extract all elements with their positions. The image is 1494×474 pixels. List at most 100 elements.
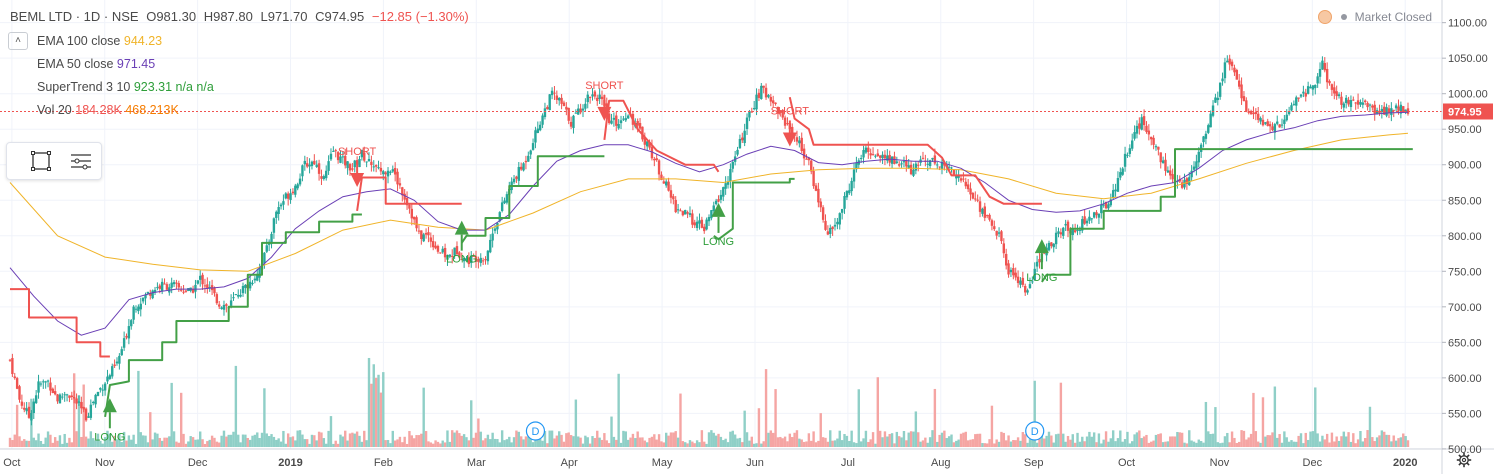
volume-bar	[1247, 437, 1250, 447]
indicator-supertrend[interactable]: SuperTrend 3 10 923.31 n/a n/a	[37, 80, 214, 94]
volume-bar	[598, 437, 601, 447]
volume-bar	[484, 438, 487, 447]
indicator-ema50[interactable]: EMA 50 close 971.45	[37, 57, 155, 71]
candle-body	[453, 247, 456, 256]
candle-body	[648, 141, 651, 148]
volume-bar	[481, 440, 485, 447]
candle-body	[391, 169, 394, 172]
volume-bar	[244, 434, 247, 447]
candle-body	[781, 110, 784, 118]
candle-body	[1057, 231, 1060, 234]
candle-body	[588, 96, 592, 98]
volume-bar	[477, 418, 480, 447]
volume-bar	[752, 443, 756, 447]
candle-body	[344, 155, 347, 166]
candle-body	[248, 281, 252, 289]
volume-bar	[1064, 441, 1067, 447]
volume-bar	[902, 430, 906, 447]
candle-body	[253, 278, 257, 281]
candle-body	[527, 155, 530, 162]
volume-bar	[203, 443, 207, 447]
volume-bar	[1361, 441, 1365, 447]
candle-body	[1226, 60, 1229, 63]
volume-bar	[70, 442, 74, 447]
collapse-chevron-icon[interactable]: ˄	[8, 32, 28, 50]
candle-body	[465, 258, 468, 260]
candle-body	[244, 284, 247, 288]
indicator-volume[interactable]: Vol 20 184.28K 468.213K	[37, 103, 179, 117]
candle-body	[1366, 102, 1369, 108]
candle-body	[1188, 177, 1191, 186]
volume-bar	[351, 432, 354, 447]
volume-bar	[1111, 430, 1115, 447]
candle-body	[89, 404, 93, 418]
volume-bar	[208, 439, 211, 447]
candle-body	[1399, 104, 1403, 114]
volume-bar	[612, 436, 616, 447]
rectangle-tool-icon[interactable]	[29, 149, 53, 173]
volume-bar	[80, 436, 83, 447]
volume-bar	[560, 434, 563, 447]
candle-body	[1347, 99, 1350, 105]
candle-body	[1380, 108, 1384, 113]
candle-body	[719, 194, 723, 200]
volume-bar	[1373, 441, 1376, 447]
volume-bar	[1290, 440, 1293, 447]
candle-body	[936, 164, 939, 166]
volume-bar	[733, 434, 737, 447]
volume-bar	[912, 431, 915, 447]
candle-body	[53, 391, 57, 395]
candle-body	[61, 396, 64, 398]
settings-gear-icon[interactable]	[1456, 452, 1472, 468]
candle-body	[1116, 177, 1120, 192]
volume-bar	[1057, 433, 1060, 447]
indicator-lines	[9, 96, 1413, 418]
candle-body	[914, 163, 918, 171]
candle-body	[1123, 153, 1127, 167]
volume-bar	[348, 433, 352, 447]
indicator-ema100[interactable]: EMA 100 close 944.23	[37, 34, 162, 48]
candle-body	[1107, 204, 1110, 209]
volume-bar	[39, 440, 43, 447]
volume-bar	[446, 430, 449, 447]
volume-bar	[798, 438, 801, 447]
candle-body	[1083, 216, 1086, 224]
candle-body	[1280, 124, 1284, 126]
candle-body	[1004, 253, 1008, 266]
volume-bar	[1192, 441, 1196, 447]
candle-body	[859, 157, 863, 159]
volume-bar	[936, 441, 939, 447]
volume-bar	[907, 432, 910, 447]
candle-body	[377, 167, 380, 169]
candle-body	[591, 94, 594, 97]
volume-bar	[111, 441, 114, 447]
volume-bar	[1176, 431, 1179, 447]
candle-body	[1276, 121, 1279, 124]
candle-body	[317, 163, 321, 174]
candle-body	[44, 381, 47, 383]
volume-bar	[974, 434, 977, 447]
volume-bar	[15, 404, 19, 447]
symbol-name[interactable]: BEML LTD · 1D · NSE	[10, 9, 139, 24]
candle-body	[546, 107, 549, 110]
volume-bar	[500, 430, 504, 447]
format-lines-icon[interactable]	[69, 149, 93, 173]
volume-bar	[165, 437, 169, 447]
time-tick-label: Dec	[1303, 457, 1323, 469]
volume-bar	[1292, 441, 1296, 447]
volume-bar	[793, 432, 796, 447]
candle-body	[332, 150, 335, 152]
volume-bar	[959, 433, 963, 447]
volume-bar	[334, 440, 337, 447]
candle-body	[1076, 229, 1079, 231]
candle-body	[130, 320, 133, 327]
last-price-tag-label: 974.95	[1448, 106, 1482, 118]
volume-bar	[1012, 440, 1015, 447]
candle-body	[1364, 100, 1367, 102]
volume-bar	[1043, 438, 1046, 447]
candle-body	[852, 169, 856, 182]
volume-bar	[1335, 436, 1338, 447]
candle-body	[410, 208, 414, 219]
candle-body	[869, 153, 872, 156]
